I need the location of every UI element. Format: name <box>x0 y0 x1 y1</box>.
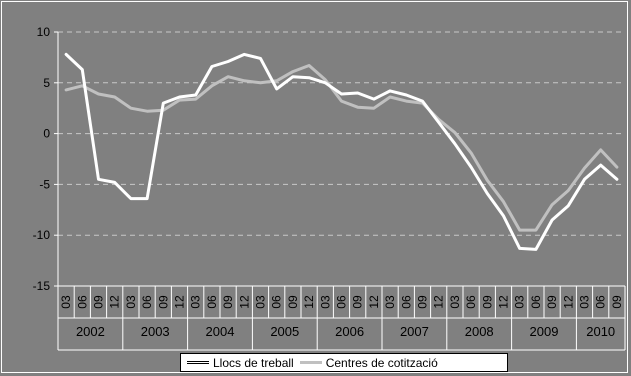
x-tick-label: 06 <box>399 295 413 309</box>
year-label: 2002 <box>76 324 105 339</box>
x-tick-label: 09 <box>92 295 106 309</box>
year-label: 2007 <box>400 324 429 339</box>
y-tick-label: -15 <box>33 279 51 293</box>
y-tick-label: 10 <box>37 25 51 39</box>
x-tick-label: 12 <box>561 295 575 309</box>
x-tick-label: 09 <box>286 295 300 309</box>
gridlines <box>58 31 625 236</box>
year-label: 2008 <box>465 324 494 339</box>
x-tick-label: 03 <box>189 295 203 309</box>
x-tick-label: 03 <box>124 295 138 309</box>
year-label: 2003 <box>141 324 170 339</box>
y-tick-label: -10 <box>33 228 51 242</box>
series-line-1 <box>64 64 619 232</box>
x-tick-label: 03 <box>254 295 268 309</box>
y-tick-label: 5 <box>43 76 50 90</box>
x-tick-label: 12 <box>237 295 251 309</box>
x-tick-label: 03 <box>448 295 462 309</box>
series-lines <box>64 52 619 251</box>
year-label: 2009 <box>530 324 559 339</box>
x-tick-label: 09 <box>545 295 559 309</box>
year-label: 2006 <box>335 324 364 339</box>
x-tick-label: 03 <box>578 295 592 309</box>
y-tick-labels: 10 5 0 -5 -10 -15 <box>33 25 51 293</box>
x-tick-label: 12 <box>497 295 511 309</box>
legend-item-0: Llocs de treball <box>187 356 294 370</box>
year-labels: 2002 2003 2004 2005 2006 2007 2008 2009 2010 <box>76 324 615 339</box>
x-tick-label: 09 <box>480 295 494 309</box>
x-tick-label: 09 <box>416 295 430 309</box>
x-tick-label: 06 <box>140 295 154 309</box>
axes <box>54 31 626 351</box>
x-tick-label: 12 <box>173 295 187 309</box>
x-tick-label: 09 <box>610 295 624 309</box>
x-tick-label: 12 <box>432 295 446 309</box>
legend-swatch-0 <box>187 361 209 364</box>
x-tick-label: 12 <box>367 295 381 309</box>
x-tick-label: 03 <box>59 295 73 309</box>
legend-label-0: Llocs de treball <box>213 355 294 370</box>
x-tick-label: 06 <box>594 295 608 309</box>
x-tick-labels: 03 06 09 12 03 06 09 12 03 06 09 12 03 06 09 12 03 06 09 12… <box>59 295 624 309</box>
y-tick-label: -5 <box>39 177 50 191</box>
x-tick-label: 12 <box>108 295 122 309</box>
legend-label-1: Centres de cotització <box>325 355 438 370</box>
year-label: 2010 <box>586 324 615 339</box>
x-tick-label: 03 <box>318 295 332 309</box>
legend-item-1: Centres de cotització <box>299 355 438 370</box>
x-tick-label: 09 <box>351 295 365 309</box>
x-tick-label: 03 <box>513 295 527 309</box>
legend: Llocs de treball Centres de cotització <box>180 353 508 372</box>
x-tick-label: 06 <box>335 295 349 309</box>
year-label: 2004 <box>206 324 235 339</box>
x-tick-label: 03 <box>383 295 397 309</box>
x-tick-label: 09 <box>156 295 170 309</box>
year-label: 2005 <box>270 324 299 339</box>
y-tick-label: 0 <box>43 127 50 141</box>
x-tick-label: 12 <box>302 295 316 309</box>
x-tick-label: 09 <box>221 295 235 309</box>
x-tick-label: 06 <box>270 295 284 309</box>
legend-swatch-1 <box>299 361 322 364</box>
x-tick-label: 06 <box>75 295 89 309</box>
x-tick-label: 06 <box>205 295 219 309</box>
x-tick-label: 06 <box>529 295 543 309</box>
x-tick-label: 06 <box>464 295 478 309</box>
series-line-0 <box>64 52 619 251</box>
